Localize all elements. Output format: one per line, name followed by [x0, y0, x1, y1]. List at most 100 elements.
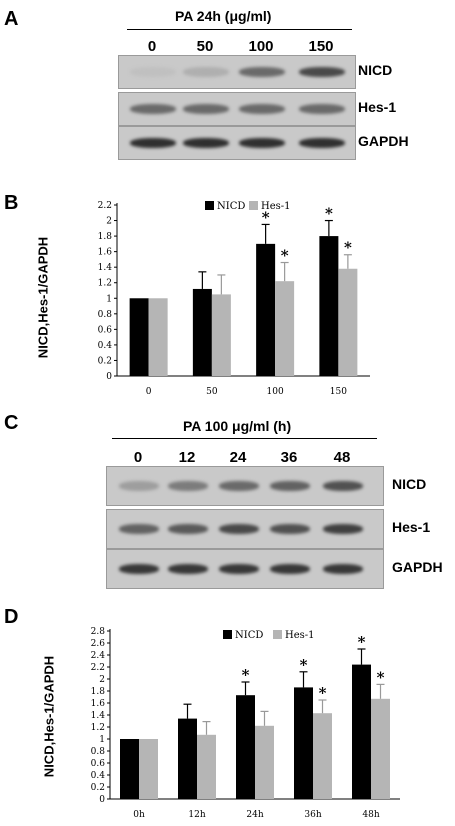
blot-nicd — [106, 466, 384, 506]
y-tick-label: 0 — [99, 795, 105, 805]
legend-label-nicd: NICD — [235, 630, 263, 641]
panel-c-lane-label: 36 — [280, 449, 298, 466]
blot-gapdh — [118, 126, 356, 160]
legend-label-hes-1: Hes-1 — [285, 630, 315, 641]
blot-band — [130, 67, 176, 77]
significance-star: * — [242, 666, 250, 684]
y-tick-label: 2 — [106, 217, 112, 227]
y-tick-label: 2.4 — [91, 651, 106, 661]
blot-band — [299, 104, 345, 114]
blot-band — [168, 564, 208, 574]
panel-a-lane-label: 0 — [147, 38, 157, 55]
bar-hes-1 — [139, 739, 158, 799]
blot-band — [119, 564, 159, 574]
bar-nicd — [294, 687, 313, 799]
bar-nicd — [178, 718, 197, 799]
bar-hes-1 — [255, 725, 274, 799]
blot-band — [183, 138, 229, 148]
bar-hes-1 — [275, 281, 295, 376]
bar-nicd — [319, 236, 339, 376]
panel-letter-b: B — [4, 192, 19, 214]
x-tick-label: 36h — [304, 810, 321, 820]
blot-band — [323, 564, 363, 574]
x-tick-label: 100 — [267, 387, 284, 397]
panel-c-lane-label: 0 — [133, 449, 143, 466]
y-tick-label: 2.2 — [98, 201, 112, 211]
significance-star: * — [344, 239, 352, 257]
bar-nicd — [129, 298, 149, 376]
bar-nicd — [236, 695, 255, 799]
blot-hes-1 — [118, 92, 356, 126]
blot-band — [130, 138, 176, 148]
blot-band — [323, 524, 363, 534]
y-tick-label: 1 — [99, 735, 105, 745]
blot-gapdh — [106, 549, 384, 589]
blot-band — [270, 481, 310, 491]
y-tick-label: 0.6 — [98, 325, 113, 335]
panel-letter-c: C — [4, 412, 19, 434]
panel-c-condition-title: PA 100 μg/ml (h) — [183, 418, 292, 434]
panel-a-lane-label: 150 — [308, 38, 334, 55]
panel-letter-d: D — [4, 606, 19, 628]
blot-band — [239, 104, 285, 114]
x-tick-label: 48h — [362, 810, 379, 820]
blot-label-hes-1: Hes-1 — [358, 99, 397, 115]
legend-swatch-nicd — [205, 201, 214, 210]
blot-band — [130, 104, 176, 114]
y-tick-label: 2 — [99, 675, 105, 685]
blot-band — [239, 138, 285, 148]
y-tick-label: 0.4 — [91, 771, 106, 781]
blot-label-gapdh: GAPDH — [358, 133, 409, 149]
blot-hes-1 — [106, 509, 384, 549]
y-tick-label: 0.6 — [91, 759, 106, 769]
y-tick-label: 0.8 — [98, 310, 113, 320]
y-tick-label: 1.6 — [98, 248, 113, 258]
significance-star: * — [319, 684, 327, 702]
significance-star: * — [262, 208, 270, 226]
y-tick-label: 1.2 — [91, 723, 105, 733]
bar-nicd — [352, 664, 371, 799]
legend-swatch-hes-1 — [249, 201, 258, 210]
chart-d: 0 0.2 0.4 0.6 0.8 1 1.2 1.4 1.6 1.8 2 2.2 2.4 2.6 2.8 0… — [91, 627, 400, 820]
significance-star: * — [377, 668, 385, 686]
blot-band — [239, 67, 285, 77]
y-tick-label: 0.2 — [91, 783, 105, 793]
y-tick-label: 0.8 — [91, 747, 106, 757]
x-tick-label: 0 — [146, 387, 152, 397]
legend-label-hes-1: Hes-1 — [261, 201, 291, 212]
y-tick-label: 2.2 — [91, 663, 105, 673]
panel-a-lane-label: 100 — [248, 38, 274, 55]
bar-nicd — [192, 288, 212, 376]
blot-band — [168, 524, 208, 534]
y-tick-label: 1.8 — [98, 232, 113, 242]
blot-band — [323, 481, 363, 491]
chart-d-ylabel: NICD,Hes-1/GAPDH — [41, 655, 57, 778]
x-tick-label: 24h — [246, 810, 263, 820]
blot-band — [219, 564, 259, 574]
panel-a-condition-line — [127, 29, 352, 30]
panel-a-lane-label: 50 — [196, 38, 214, 55]
x-tick-label: 12h — [188, 810, 205, 820]
blot-label-gapdh: GAPDH — [392, 559, 443, 575]
blot-band — [168, 481, 208, 491]
panel-c-lane-label: 12 — [178, 449, 196, 466]
x-tick-label: 150 — [330, 387, 347, 397]
bar-hes-1 — [371, 698, 390, 799]
panel-a-condition-title: PA 24h (μg/ml) — [175, 8, 272, 24]
y-tick-label: 1.4 — [91, 711, 106, 721]
blot-band — [270, 524, 310, 534]
bar-nicd — [120, 739, 139, 799]
legend-swatch-hes-1 — [273, 630, 282, 639]
bar-hes-1 — [338, 268, 358, 376]
bar-hes-1 — [211, 294, 231, 376]
blot-label-hes-1: Hes-1 — [392, 519, 431, 535]
blot-band — [299, 67, 345, 77]
blot-band — [119, 524, 159, 534]
panel-letter-a: A — [4, 8, 19, 30]
y-tick-label: 0 — [106, 372, 112, 382]
bar-hes-1 — [148, 298, 168, 376]
blot-label-nicd: NICD — [358, 62, 393, 78]
panel-c-lane-label: 24 — [229, 449, 247, 466]
blot-band — [270, 564, 310, 574]
blot-band — [183, 104, 229, 114]
